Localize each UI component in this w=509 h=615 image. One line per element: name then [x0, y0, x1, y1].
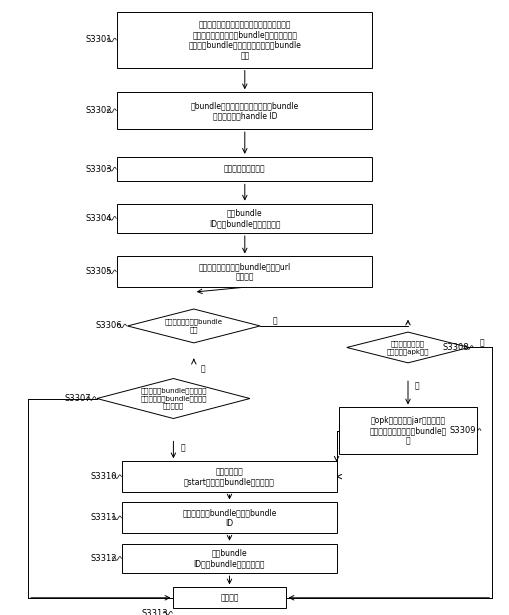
Text: 是: 是: [200, 365, 205, 373]
Text: S3301: S3301: [85, 36, 111, 44]
Text: S3312: S3312: [90, 554, 117, 563]
FancyBboxPatch shape: [117, 92, 372, 129]
FancyBboxPatch shape: [117, 204, 372, 233]
FancyBboxPatch shape: [117, 12, 372, 68]
Text: 启动安装程序
及start进程进行bundle文件的安装: 启动安装程序 及start进程进行bundle文件的安装: [184, 467, 274, 486]
Text: S3303: S3303: [85, 165, 111, 173]
Text: 从opk文件中获取jar文件，并添
加指定元数据后转化为bundle文
件: 从opk文件中获取jar文件，并添 加指定元数据后转化为bundle文 件: [369, 416, 446, 445]
Text: 获取已安装的bundle文件的bundle
ID: 获取已安装的bundle文件的bundle ID: [182, 508, 276, 528]
FancyBboxPatch shape: [173, 587, 285, 608]
Text: S3305: S3305: [85, 268, 111, 276]
Text: 从云服务器下载的
文件是否为apk文件: 从云服务器下载的 文件是否为apk文件: [386, 340, 429, 355]
Text: 否: 否: [478, 338, 484, 347]
FancyBboxPatch shape: [117, 256, 372, 287]
Polygon shape: [346, 332, 468, 363]
Text: 启动加载程序的进程: 启动加载程序的进程: [223, 165, 265, 173]
FancyBboxPatch shape: [117, 157, 372, 181]
Text: S3308: S3308: [441, 343, 468, 352]
Text: 否: 否: [272, 317, 277, 325]
Text: 验证下载的bundle文件的包名
与配置文件中bundle文件的包
名是否一致: 验证下载的bundle文件的包名 与配置文件中bundle文件的包 名是否一致: [140, 387, 206, 410]
Text: S3306: S3306: [95, 322, 122, 330]
Text: 是: 是: [414, 381, 419, 390]
Text: 根据bundle
ID更新bundle文件的数据库: 根据bundle ID更新bundle文件的数据库: [209, 208, 280, 228]
Text: S3310: S3310: [90, 472, 117, 481]
FancyBboxPatch shape: [122, 502, 336, 533]
FancyBboxPatch shape: [122, 544, 336, 573]
FancyBboxPatch shape: [122, 461, 336, 492]
Text: 是: 是: [180, 443, 185, 452]
Text: S3307: S3307: [65, 394, 91, 403]
Text: 根据bundle
ID更新bundle文件的数据库: 根据bundle ID更新bundle文件的数据库: [193, 549, 265, 568]
Text: 刷新配置文件，判断配置文件对应更新模块的
动态加载服务时，则们bundle文件的数据库中
获取与该bundle文件的载体包名相同bundle
文件: 刷新配置文件，判断配置文件对应更新模块的 动态加载服务时，则们bundle文件的…: [188, 20, 301, 60]
Text: 从bundle文件的数据库中获取与该bundle
文件相对应的handle ID: 从bundle文件的数据库中获取与该bundle 文件相对应的handle ID: [190, 101, 298, 121]
Text: 下载的文件是否为bundle
文件: 下载的文件是否为bundle 文件: [164, 319, 222, 333]
Text: 结束过程: 结束过程: [220, 593, 238, 602]
Text: S3311: S3311: [90, 514, 117, 522]
FancyBboxPatch shape: [338, 407, 476, 454]
Text: S3309: S3309: [449, 426, 475, 435]
Text: S3302: S3302: [85, 106, 111, 115]
Text: 从云端服务器获取该bundle文件的url
，并下载: 从云端服务器获取该bundle文件的url ，并下载: [199, 262, 290, 282]
Text: S3304: S3304: [85, 214, 111, 223]
Polygon shape: [127, 309, 260, 343]
Polygon shape: [97, 379, 249, 418]
Text: S3313: S3313: [141, 609, 167, 615]
